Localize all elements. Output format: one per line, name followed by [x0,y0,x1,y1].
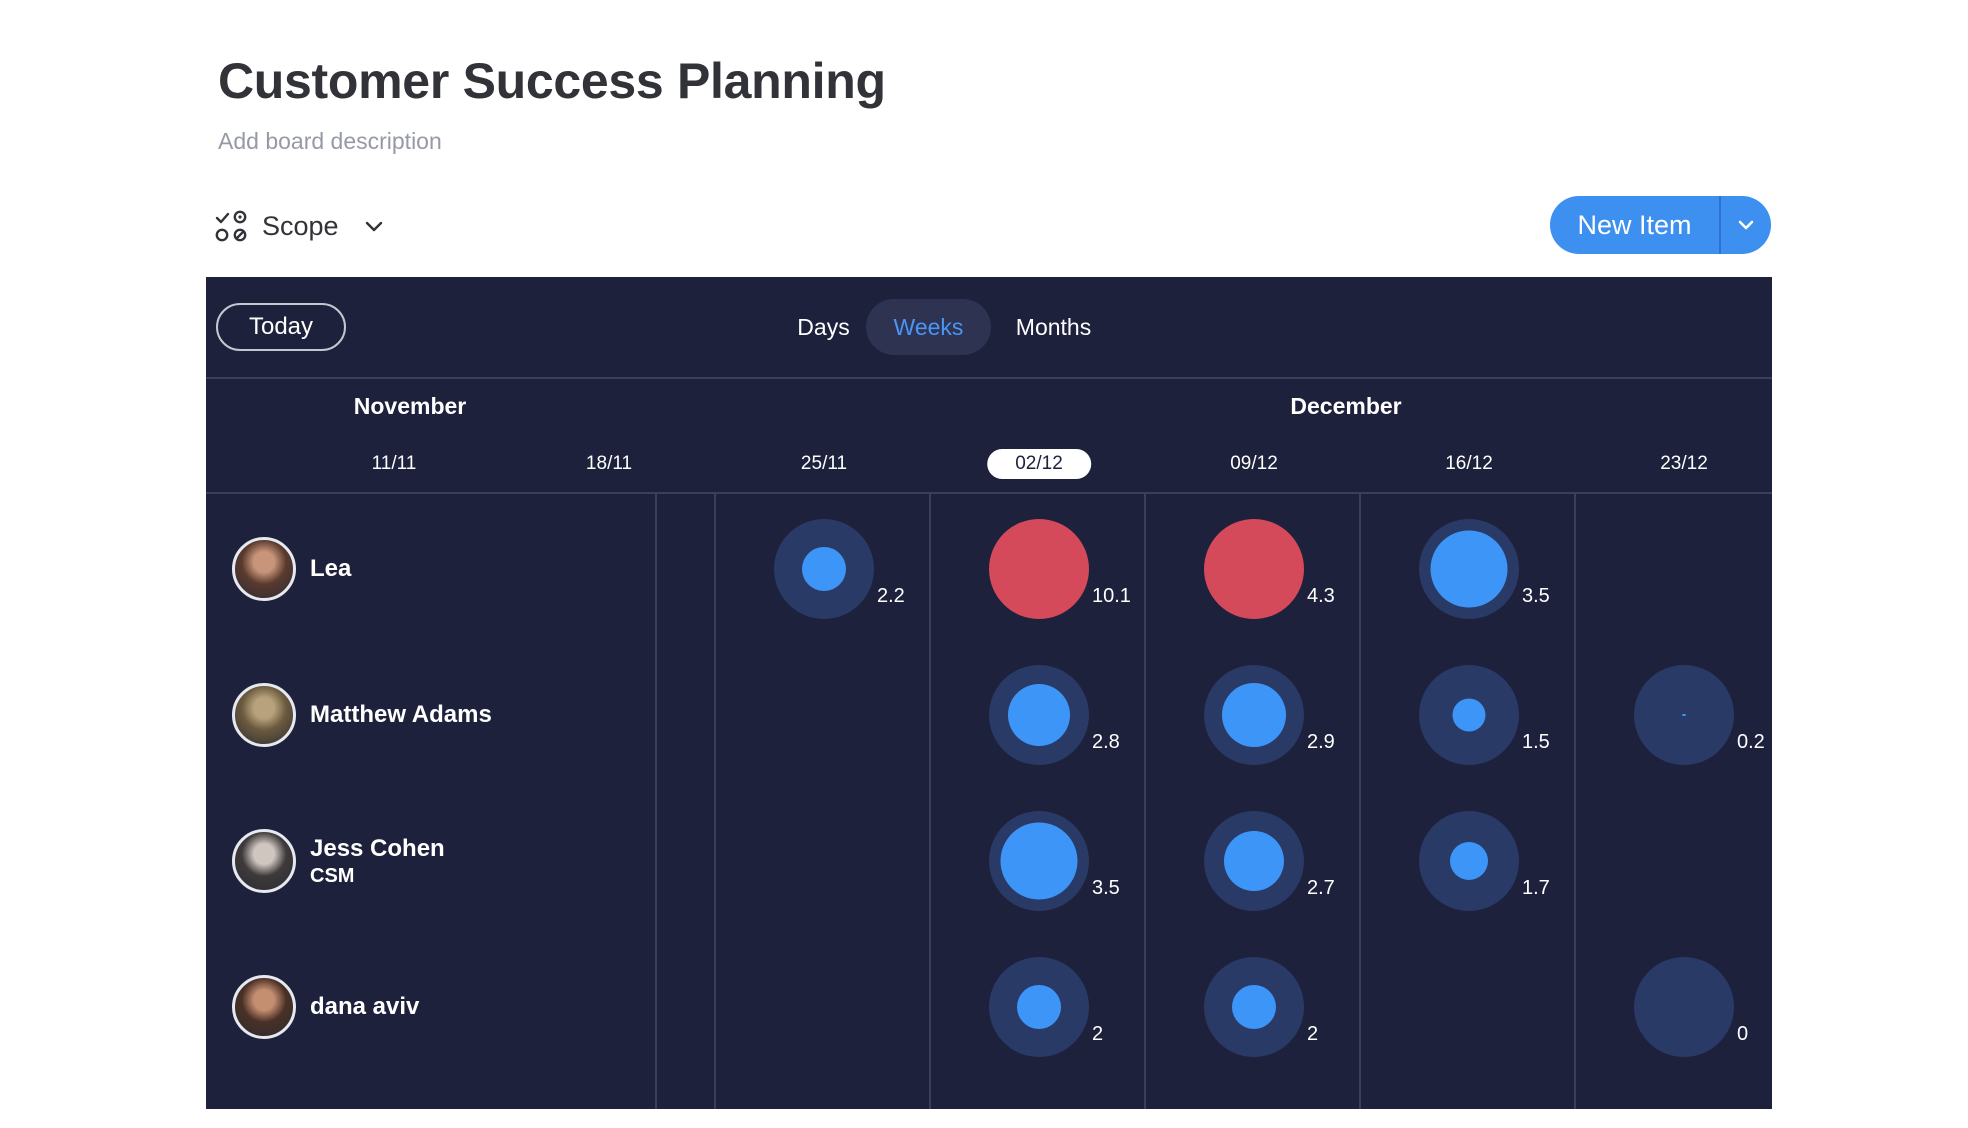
workload-value: 1.7 [1522,877,1550,899]
week-divider [929,494,931,1109]
person-name: Lea [310,555,352,582]
person-row[interactable]: Matthew Adams [232,683,492,747]
person-row[interactable]: Lea [232,537,351,601]
workload-bubble[interactable] [1419,665,1519,765]
tab-weeks[interactable]: Weeks [866,299,991,355]
workload-bubble[interactable] [1634,665,1734,765]
workload-bubble-overloaded[interactable] [989,519,1089,619]
people-column-divider [655,494,657,1109]
week-divider [1574,494,1576,1109]
new-item-button-group: New Item [1550,196,1771,254]
workload-bubble[interactable] [1204,957,1304,1057]
workload-fill [1682,714,1686,716]
person-name: dana aviv [310,993,420,1020]
board-title[interactable]: Customer Success Planning [218,53,886,109]
tab-days[interactable]: Days [797,313,850,340]
new-item-button[interactable]: New Item [1577,209,1692,240]
workload-fill [1000,822,1078,900]
avatar [232,537,296,601]
workload-fill [802,547,846,591]
week-label: 23/12 [1660,453,1708,474]
workload-fill [1450,842,1488,880]
workload-value: 2.7 [1307,877,1335,899]
workload-bubble[interactable] [1419,811,1519,911]
workload-bubble[interactable] [1204,811,1304,911]
workload-bubble[interactable] [1419,519,1519,619]
workload-fill [1452,698,1486,732]
workload-fill [1008,684,1070,746]
workload-view: Today Days Weeks Months November Decembe… [206,277,1772,1109]
board-description[interactable]: Add board description [218,128,442,154]
toolbar-divider [206,377,1772,379]
person-row[interactable]: dana aviv [232,975,419,1039]
person-name: Jess Cohen [310,834,445,862]
workload-bubble[interactable] [989,665,1089,765]
workload-bubble[interactable] [989,957,1089,1057]
workload-value: 2 [1307,1023,1319,1045]
workload-bubble[interactable] [1634,957,1734,1057]
workload-value: 2 [1092,1023,1104,1045]
workload-value: 1.5 [1522,731,1550,753]
tab-months[interactable]: Months [1015,313,1092,340]
chevron-down-icon [1738,220,1754,230]
avatar [232,683,296,747]
workload-fill [1430,530,1508,608]
week-label: 11/11 [371,453,417,474]
workload-value: 2.2 [877,585,905,607]
new-item-divider [1719,196,1721,254]
today-button[interactable]: Today [216,303,346,351]
month-label-november: November [353,393,467,419]
week-divider [714,494,716,1109]
chevron-down-icon [365,221,382,232]
week-label: 16/12 [1445,453,1493,474]
workload-bubble[interactable] [989,811,1089,911]
workload-value: 10.1 [1092,585,1131,607]
header-divider [206,492,1772,494]
person-row[interactable]: Jess Cohen CSM [232,829,445,893]
workload-value: 3.5 [1092,877,1120,899]
week-divider [1359,494,1361,1109]
week-label: 18/11 [585,453,633,474]
month-label-december: December [1290,393,1402,419]
workload-bubble[interactable] [774,519,874,619]
scope-label: Scope [262,210,339,241]
workload-fill [1232,985,1276,1029]
workload-value: 4.3 [1307,585,1335,607]
week-divider [1144,494,1146,1109]
person-role: CSM [310,864,355,887]
avatar [232,829,296,893]
person-name: Matthew Adams [310,701,492,728]
week-label: 09/12 [1230,453,1278,474]
workload-fill [1224,831,1284,891]
avatar [232,975,296,1039]
scope-selector[interactable]: Scope [214,206,385,246]
workload-value: 0.2 [1737,731,1765,753]
workload-bubble[interactable] [1204,665,1304,765]
workload-bubble-overloaded[interactable] [1204,519,1304,619]
workload-value: 3.5 [1522,585,1550,607]
week-label: 25/11 [800,453,848,474]
workload-value: 2.8 [1092,731,1120,753]
scope-icon [215,210,247,242]
view-tabs: Days Weeks Months [206,299,1772,355]
workload-fill [1222,683,1286,747]
new-item-dropdown-button[interactable] [1721,196,1771,254]
workload-value: 0 [1737,1023,1749,1045]
week-label-current: 02/12 [987,449,1091,479]
workload-fill [1017,985,1061,1029]
workload-value: 2.9 [1307,731,1335,753]
